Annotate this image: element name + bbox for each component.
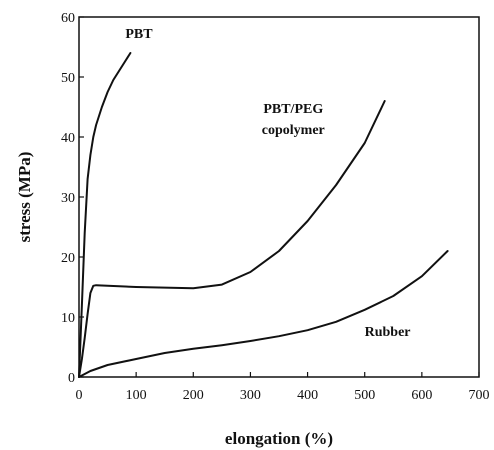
ticks-group: 0 100 200 300 400 500 600 700 0 10 20 30 40 50 60 — [61, 11, 490, 403]
plot-frame-group — [78, 16, 480, 378]
series-line-pbt-peg-copolymer — [78, 100, 386, 378]
series-line-pbt — [78, 52, 132, 378]
y-tick-label: 0 — [68, 371, 75, 386]
y-tick-label: 60 — [61, 11, 75, 26]
x-axis-title: elongation (%) — [225, 429, 333, 448]
x-tick-label: 500 — [354, 388, 375, 403]
series-annotation: copolymer — [262, 123, 325, 138]
y-tick-label: 40 — [61, 131, 75, 146]
curves-group — [78, 52, 449, 378]
x-tick-label: 100 — [126, 388, 147, 403]
plot-frame — [78, 16, 480, 378]
x-tick-label: 600 — [411, 388, 432, 403]
series-line-rubber — [78, 250, 449, 378]
y-tick-label: 50 — [61, 71, 75, 86]
y-tick-label: 10 — [61, 311, 75, 326]
x-tick-label: 300 — [240, 388, 261, 403]
series-annotation: PBT/PEG — [263, 102, 323, 117]
series-annotation: Rubber — [365, 325, 411, 340]
x-tick-label: 0 — [76, 388, 83, 403]
x-tick-label: 200 — [183, 388, 204, 403]
y-axis-title: stress (MPa) — [15, 152, 34, 243]
series-labels-group: PBT PBT/PEG copolymer Rubber — [125, 27, 410, 340]
series-annotation: PBT — [125, 27, 153, 42]
x-tick-label: 400 — [297, 388, 318, 403]
x-tick-label: 700 — [469, 388, 490, 403]
y-tick-label: 20 — [61, 251, 75, 266]
y-tick-label: 30 — [61, 191, 75, 206]
